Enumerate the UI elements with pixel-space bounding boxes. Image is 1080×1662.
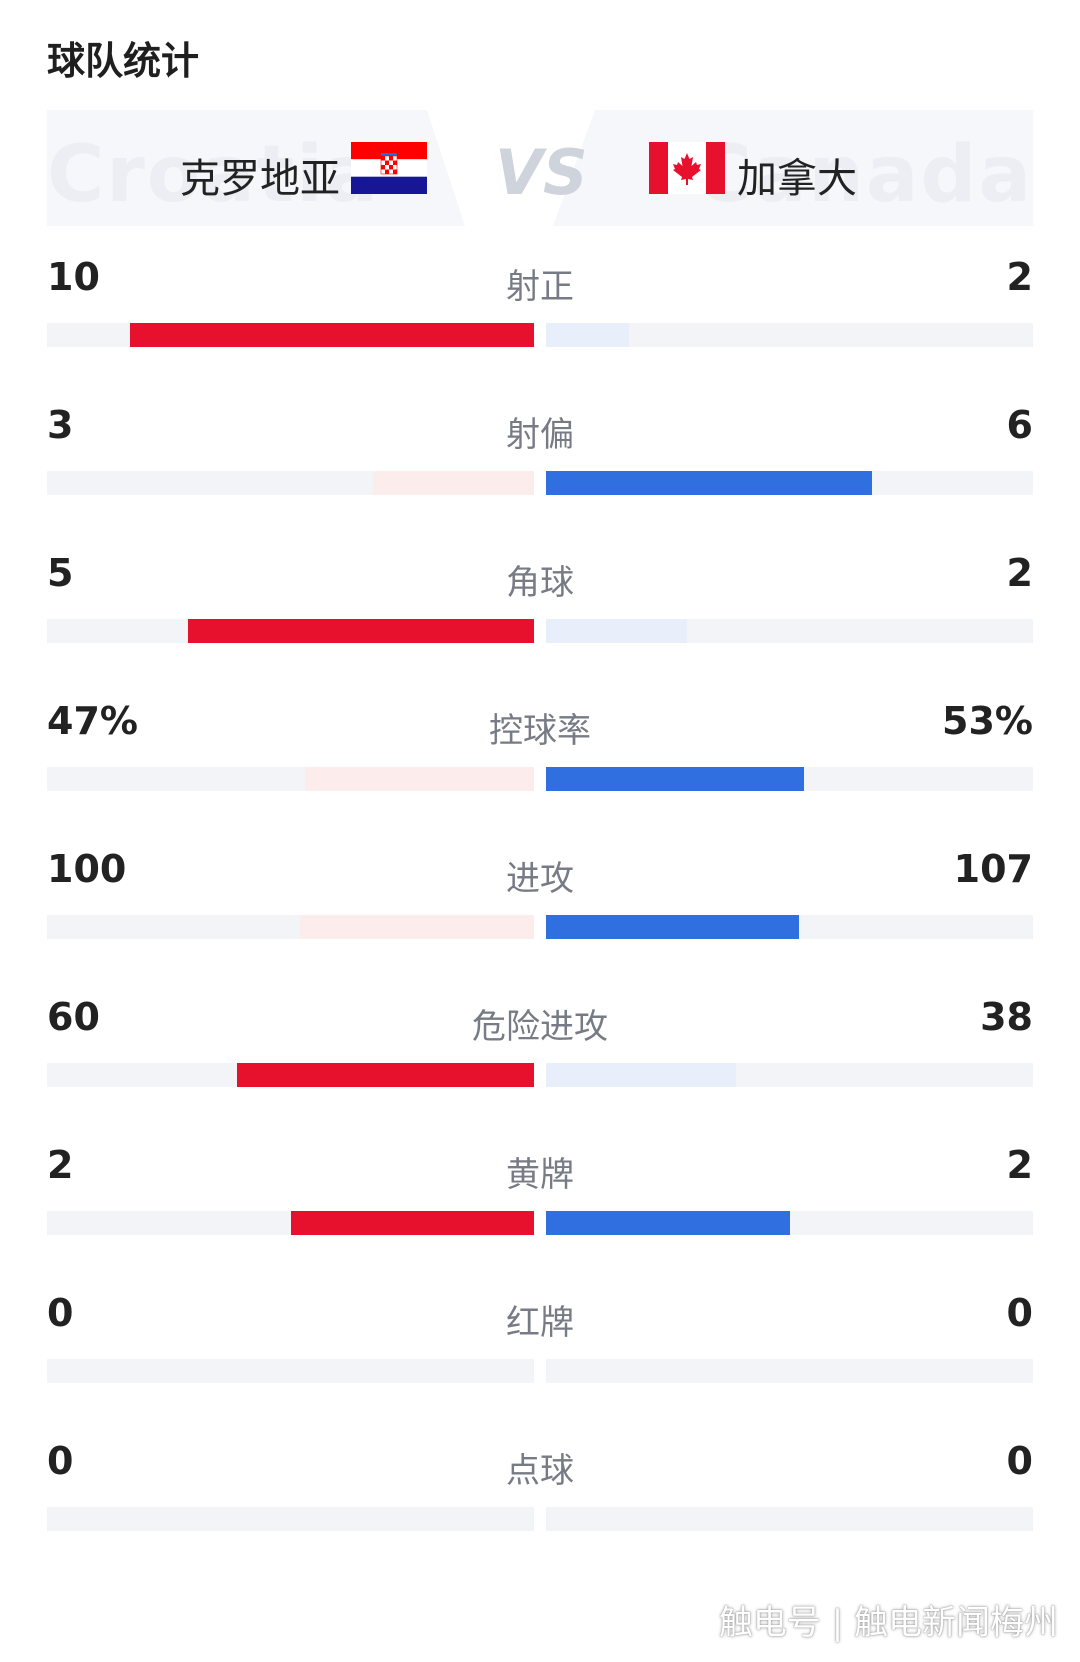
away-stat-track: [546, 1507, 1033, 1531]
away-stat-bar: [546, 1063, 736, 1087]
stat-label: 危险进攻: [472, 1007, 608, 1047]
stat-row: 射偏 3 6: [47, 403, 1033, 503]
home-stat-track: [47, 619, 534, 643]
away-stat-value: 2: [1006, 551, 1033, 595]
away-stat-track: [546, 1063, 1033, 1087]
vs-label: VS: [495, 136, 588, 209]
home-stat-bar: [129, 323, 534, 347]
away-stat-bar: [546, 915, 800, 939]
away-stat-value: 38: [980, 995, 1033, 1039]
home-stat-track: [47, 915, 534, 939]
home-team-ghost-name: Croatia: [47, 130, 380, 220]
section-title: 球队统计: [47, 39, 200, 83]
home-stat-value: 5: [47, 551, 74, 595]
away-stat-track: [546, 323, 1033, 347]
home-stat-track: [47, 323, 534, 347]
home-stat-value: 10: [47, 255, 100, 299]
home-stat-track: [47, 1063, 534, 1087]
away-stat-track: [546, 619, 1033, 643]
home-stat-bar: [290, 1211, 534, 1235]
away-stat-value: 0: [1006, 1439, 1033, 1483]
away-stat-value: 2: [1006, 1143, 1033, 1187]
away-stat-value: 2: [1006, 255, 1033, 299]
home-stat-bar: [300, 915, 534, 939]
away-stat-value: 107: [953, 847, 1033, 891]
stat-label: 射偏: [506, 415, 574, 455]
watermark: 触电号 | 触电新闻梅州: [718, 1603, 1058, 1643]
away-stat-track: [546, 767, 1033, 791]
banner-background: [47, 110, 1033, 226]
home-stat-value: 3: [47, 403, 74, 447]
away-stat-value: 53%: [942, 699, 1033, 743]
home-stat-value: 47%: [47, 699, 138, 743]
stat-row: 控球率 47% 53%: [47, 699, 1033, 799]
away-stat-track: [546, 1211, 1033, 1235]
stat-row: 射正 10 2: [47, 255, 1033, 355]
stat-label: 射正: [506, 267, 574, 307]
home-stat-bar: [236, 1063, 534, 1087]
away-stat-track: [546, 915, 1033, 939]
home-stat-track: [47, 1507, 534, 1531]
away-stat-track: [546, 471, 1033, 495]
away-team-ghost-name: Canada: [694, 130, 1033, 220]
stat-row: 红牌 0 0: [47, 1291, 1033, 1391]
away-stat-bar: [546, 767, 805, 791]
away-stat-value: 6: [1006, 403, 1033, 447]
home-stat-value: 100: [47, 847, 127, 891]
home-stat-track: [47, 767, 534, 791]
stat-label: 控球率: [489, 711, 591, 751]
home-stat-bar: [305, 767, 534, 791]
stat-label: 进攻: [506, 859, 574, 899]
away-team-name[interactable]: 加拿大: [737, 156, 857, 202]
stat-row: 角球 5 2: [47, 551, 1033, 651]
stat-label: 红牌: [506, 1303, 574, 1343]
home-stat-value: 60: [47, 995, 100, 1039]
stat-row: 危险进攻 60 38: [47, 995, 1033, 1095]
away-stat-bar: [546, 1211, 790, 1235]
canada-flag-icon: [649, 142, 725, 194]
home-team-name[interactable]: 克罗地亚: [180, 156, 340, 202]
stat-row: 进攻 100 107: [47, 847, 1033, 947]
home-stat-track: [47, 1211, 534, 1235]
away-stat-track: [546, 1359, 1033, 1383]
away-stat-bar: [546, 471, 873, 495]
home-stat-bar: [188, 619, 534, 643]
home-stat-bar: [373, 471, 534, 495]
away-stat-bar: [546, 323, 629, 347]
home-stat-value: 0: [47, 1291, 74, 1335]
home-stat-track: [47, 471, 534, 495]
home-stat-value: 2: [47, 1143, 74, 1187]
stat-label: 黄牌: [506, 1155, 574, 1195]
match-banner: Croatia Canada 克罗地亚 VS 加拿大: [47, 110, 1033, 226]
away-stat-bar: [546, 619, 688, 643]
away-stat-value: 0: [1006, 1291, 1033, 1335]
stat-row: 黄牌 2 2: [47, 1143, 1033, 1243]
stat-label: 点球: [506, 1451, 574, 1491]
croatia-flag-icon: [351, 142, 427, 194]
home-stat-value: 0: [47, 1439, 74, 1483]
stat-row: 点球 0 0: [47, 1439, 1033, 1539]
home-stat-track: [47, 1359, 534, 1383]
stat-label: 角球: [506, 563, 574, 603]
